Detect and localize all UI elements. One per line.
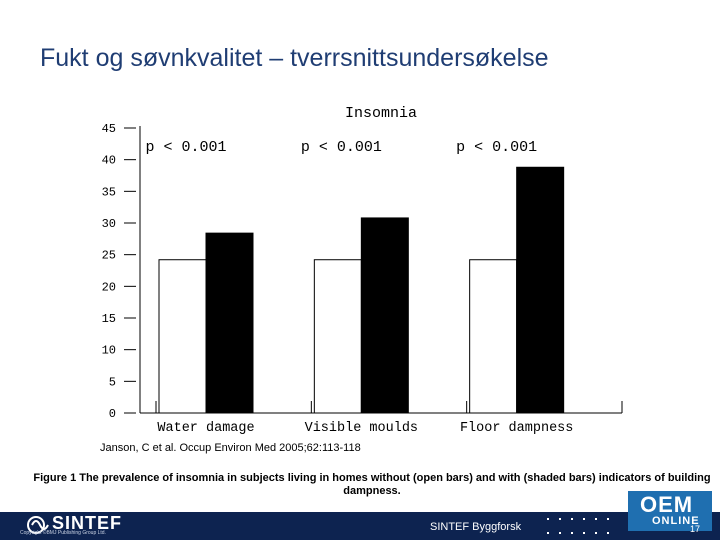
figure-caption: Figure 1 The prevalence of insomnia in s… [33,472,711,497]
citation: Janson, C et al. Occup Environ Med 2005;… [100,442,361,454]
shaded-bar [360,217,409,414]
open-bar [313,259,362,414]
y-tick-label: 25 [102,249,116,263]
sintef-brand: SINTEF [52,513,123,533]
p-value-annotation: p < 0.001 [145,139,226,156]
sintef-logo-icon [27,516,49,534]
y-tick-label: 5 [109,375,116,389]
slide-title: Fukt og søvnkvalitet – tverrsnittsunders… [40,44,549,72]
p-value-annotation: p < 0.001 [301,139,382,156]
y-tick-label: 30 [102,217,116,231]
footer-department: SINTEF Byggforsk [430,521,522,533]
y-tick-label: 15 [102,312,116,326]
open-bar [158,259,207,414]
y-tick-label: 10 [102,344,116,358]
footer-bar [0,512,720,540]
open-bar [469,259,518,414]
y-tick-label: 45 [102,122,116,136]
chart-title: Insomnia [345,105,417,122]
dot-grid-icon [547,518,609,534]
oem-online-badge [628,491,712,531]
copyright-text: Copyright ©BMJ Publishing Group Ltd. [20,530,106,536]
y-tick-label: 20 [102,280,116,294]
shaded-bar [205,232,254,414]
x-category-label: Floor dampness [460,421,573,436]
x-category-label: Visible moulds [305,421,418,436]
shaded-bar [516,166,565,414]
x-category-label: Water damage [157,421,254,436]
oem-badge-top: OEM [640,492,694,517]
page-number: 17 [690,524,701,534]
y-tick-label: 35 [102,185,116,199]
y-tick-label: 0 [109,407,116,421]
y-tick-label: 40 [102,154,116,168]
p-value-annotation: p < 0.001 [456,139,537,156]
oem-badge-bottom: ONLINE [652,515,700,527]
